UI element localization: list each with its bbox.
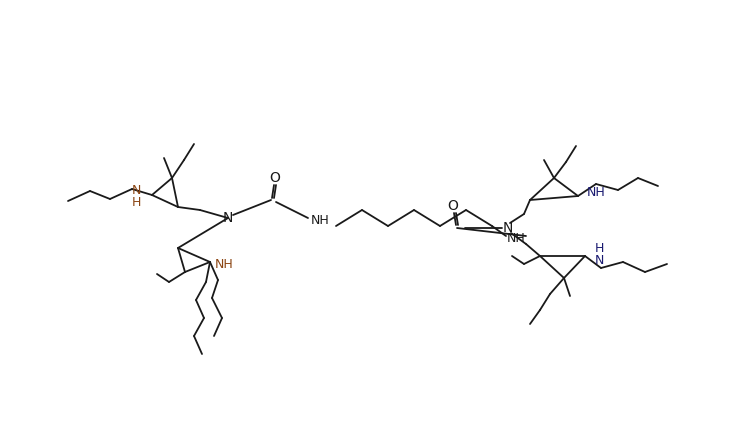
Text: N: N	[131, 185, 141, 198]
Text: O: O	[270, 171, 281, 185]
Text: NH: NH	[506, 231, 525, 244]
Text: NH: NH	[214, 257, 234, 271]
Text: O: O	[447, 199, 458, 213]
Text: N: N	[503, 221, 513, 235]
Text: NH: NH	[587, 186, 605, 198]
Text: NH: NH	[310, 214, 329, 227]
Text: N: N	[594, 253, 604, 267]
Text: H: H	[131, 195, 141, 208]
Text: H: H	[594, 241, 604, 255]
Text: N: N	[223, 211, 233, 225]
